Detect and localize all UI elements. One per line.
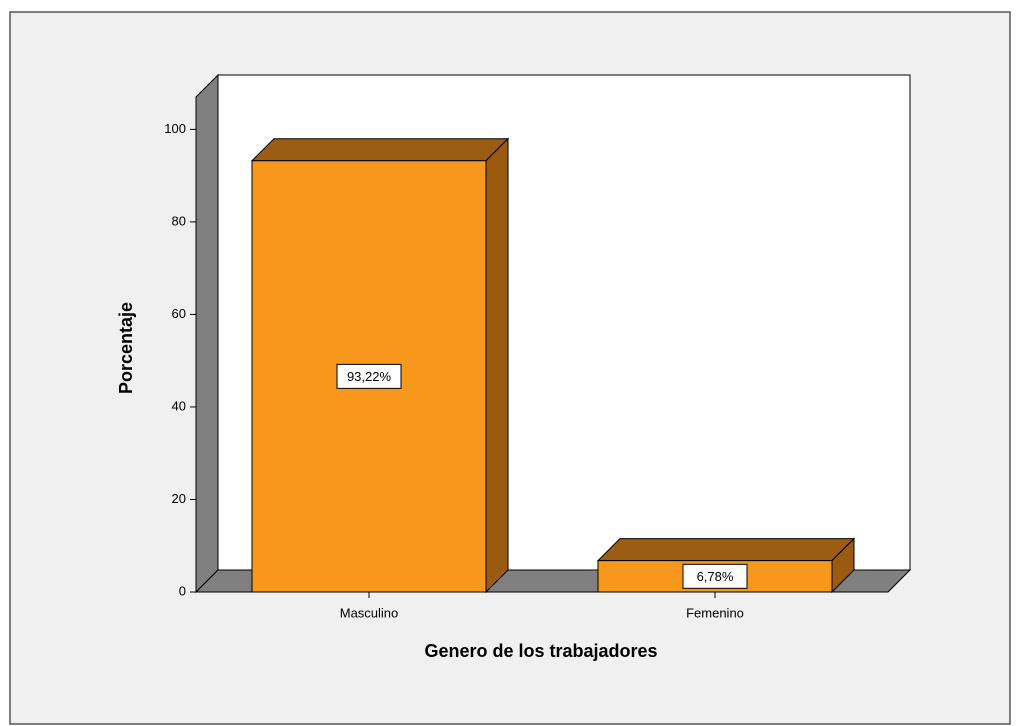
x-axis-title: Genero de los trabajadores [424,641,657,661]
y-tick-label: 40 [172,398,186,413]
x-tick-label: Masculino [340,605,399,620]
y-tick-label: 80 [172,213,186,228]
x-tick-label: Femenino [686,605,744,620]
y-tick-label: 100 [164,121,186,136]
y-tick-label: 0 [179,583,186,598]
y-tick-label: 20 [172,491,186,506]
value-label: 93,22% [347,369,392,384]
value-label-box [336,363,402,389]
left-wall [195,73,219,594]
value-label: 6,78% [697,569,734,584]
bar-side [485,137,509,594]
y-tick-label: 60 [172,306,186,321]
bar-top [596,538,856,562]
y-axis-title: Porcentaje [116,302,136,394]
value-label-box [682,563,748,589]
bar-top [250,138,510,162]
